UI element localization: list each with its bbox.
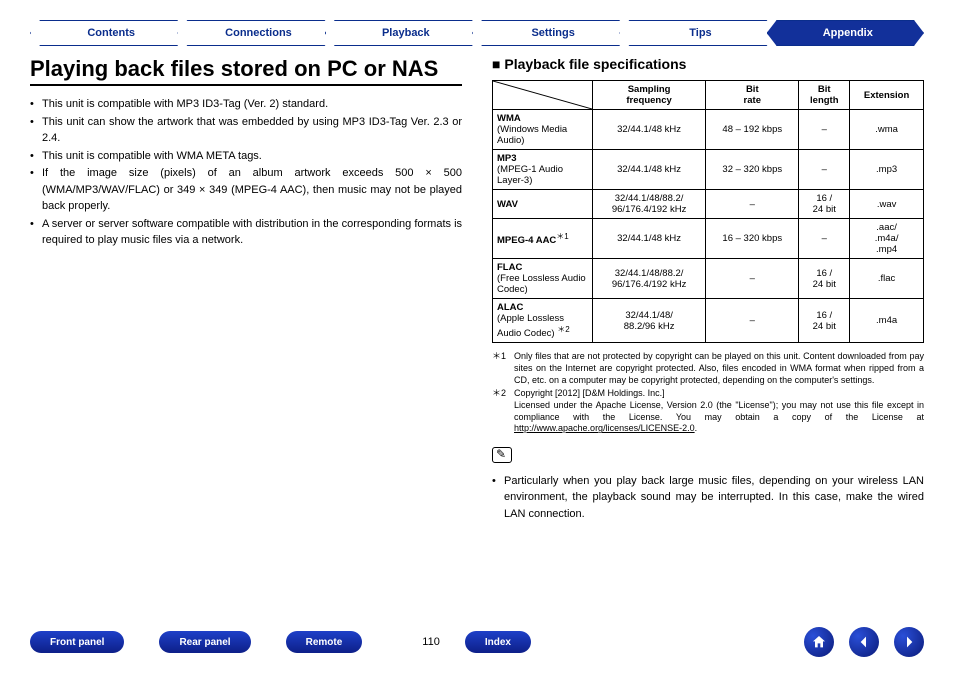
table-header: Extension bbox=[850, 81, 924, 110]
prev-icon[interactable] bbox=[849, 627, 879, 657]
table-cell: .flac bbox=[850, 259, 924, 299]
table-cell: 16 /24 bit bbox=[799, 259, 850, 299]
rear-panel-button[interactable]: Rear panel bbox=[159, 631, 250, 653]
table-cell: FLAC(Free Lossless Audio Codec) bbox=[493, 259, 593, 299]
page-title: Playing back files stored on PC or NAS bbox=[30, 56, 462, 86]
table-row: MP3(MPEG-1 Audio Layer-3)32/44.1/48 kHz3… bbox=[493, 150, 924, 190]
spec-heading: Playback file specifications bbox=[492, 56, 924, 72]
bullet-item: If the image size (pixels) of an album a… bbox=[30, 165, 462, 215]
note-bullet: Particularly when you play back large mu… bbox=[492, 473, 924, 523]
home-icon[interactable] bbox=[804, 627, 834, 657]
page-number: 110 bbox=[422, 636, 440, 648]
footer: Front panel Rear panel Remote 110 Index bbox=[30, 626, 924, 658]
table-header bbox=[493, 81, 593, 110]
footnotes: ＊1Only files that are not protected by c… bbox=[492, 351, 924, 435]
nav-tabs: ContentsConnectionsPlaybackSettingsTipsA… bbox=[30, 20, 924, 46]
table-cell: 32 – 320 kbps bbox=[706, 150, 799, 190]
info-bullets: This unit is compatible with MP3 ID3-Tag… bbox=[30, 96, 462, 249]
table-cell: 16 /24 bit bbox=[799, 190, 850, 219]
table-cell: 32/44.1/48 kHz bbox=[593, 110, 706, 150]
table-row: MPEG-4 AAC＊132/44.1/48 kHz16 – 320 kbps–… bbox=[493, 219, 924, 259]
table-cell: .wav bbox=[850, 190, 924, 219]
table-cell: .mp3 bbox=[850, 150, 924, 190]
tab-settings[interactable]: Settings bbox=[472, 20, 629, 46]
note-icon bbox=[492, 447, 512, 463]
table-cell: .m4a bbox=[850, 299, 924, 343]
table-cell: 32/44.1/48 kHz bbox=[593, 150, 706, 190]
tab-contents[interactable]: Contents bbox=[30, 20, 187, 46]
bullet-item: This unit is compatible with WMA META ta… bbox=[30, 148, 462, 165]
table-cell: 16 – 320 kbps bbox=[706, 219, 799, 259]
table-cell: WMA(Windows Media Audio) bbox=[493, 110, 593, 150]
bullet-item: A server or server software compatible w… bbox=[30, 216, 462, 249]
front-panel-button[interactable]: Front panel bbox=[30, 631, 124, 653]
tab-tips[interactable]: Tips bbox=[619, 20, 776, 46]
table-cell: 32/44.1/48/88.2/96/176.4/192 kHz bbox=[593, 259, 706, 299]
bullet-item: This unit is compatible with MP3 ID3-Tag… bbox=[30, 96, 462, 113]
table-header: Samplingfrequency bbox=[593, 81, 706, 110]
table-cell: 32/44.1/48 kHz bbox=[593, 219, 706, 259]
index-button[interactable]: Index bbox=[465, 631, 531, 653]
tab-playback[interactable]: Playback bbox=[325, 20, 482, 46]
table-row: WAV32/44.1/48/88.2/96/176.4/192 kHz–16 /… bbox=[493, 190, 924, 219]
table-cell: 16 /24 bit bbox=[799, 299, 850, 343]
remote-button[interactable]: Remote bbox=[286, 631, 363, 653]
table-cell: 48 – 192 kbps bbox=[706, 110, 799, 150]
table-cell: – bbox=[706, 259, 799, 299]
table-cell: ALAC(Apple Lossless Audio Codec) ＊2 bbox=[493, 299, 593, 343]
footnote: ＊1Only files that are not protected by c… bbox=[492, 351, 924, 386]
footnote: ＊2Copyright [2012] [D&M Holdings. Inc.]L… bbox=[492, 388, 924, 435]
table-row: FLAC(Free Lossless Audio Codec)32/44.1/4… bbox=[493, 259, 924, 299]
tab-connections[interactable]: Connections bbox=[177, 20, 334, 46]
table-cell: – bbox=[706, 190, 799, 219]
bullet-item: This unit can show the artwork that was … bbox=[30, 114, 462, 147]
table-cell: – bbox=[799, 219, 850, 259]
tab-appendix[interactable]: Appendix bbox=[767, 20, 924, 46]
table-cell: WAV bbox=[493, 190, 593, 219]
spec-table: SamplingfrequencyBitrateBitlengthExtensi… bbox=[492, 80, 924, 343]
table-cell: MP3(MPEG-1 Audio Layer-3) bbox=[493, 150, 593, 190]
table-row: ALAC(Apple Lossless Audio Codec) ＊232/44… bbox=[493, 299, 924, 343]
table-cell: – bbox=[706, 299, 799, 343]
table-cell: .wma bbox=[850, 110, 924, 150]
table-cell: – bbox=[799, 150, 850, 190]
table-cell: – bbox=[799, 110, 850, 150]
table-header: Bitrate bbox=[706, 81, 799, 110]
table-cell: MPEG-4 AAC＊1 bbox=[493, 219, 593, 259]
table-header: Bitlength bbox=[799, 81, 850, 110]
table-row: WMA(Windows Media Audio)32/44.1/48 kHz48… bbox=[493, 110, 924, 150]
next-icon[interactable] bbox=[894, 627, 924, 657]
table-cell: .aac/.m4a/.mp4 bbox=[850, 219, 924, 259]
table-cell: 32/44.1/48/88.2/96 kHz bbox=[593, 299, 706, 343]
table-cell: 32/44.1/48/88.2/96/176.4/192 kHz bbox=[593, 190, 706, 219]
